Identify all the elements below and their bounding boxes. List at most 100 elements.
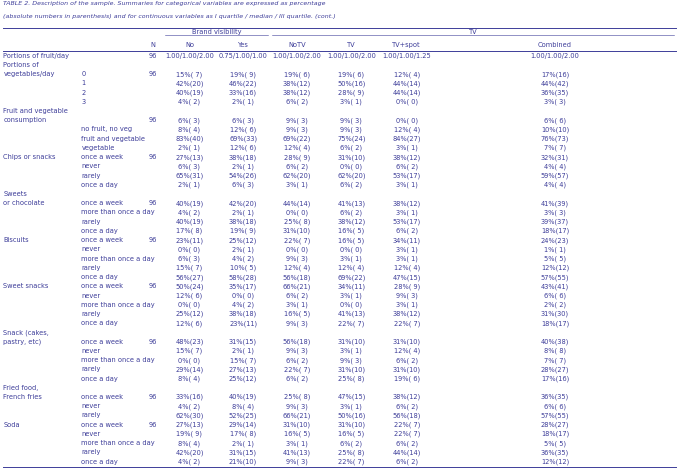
Text: 9%( 3): 9%( 3) xyxy=(286,348,308,355)
Text: 54%(26): 54%(26) xyxy=(229,173,257,179)
Text: 2%( 1): 2%( 1) xyxy=(232,163,254,170)
Text: 96: 96 xyxy=(149,200,157,206)
Text: 69%(22): 69%(22) xyxy=(337,274,365,280)
Text: (absolute numbers in parenthesis) and for continuous variables as I quartile / m: (absolute numbers in parenthesis) and fo… xyxy=(3,14,336,19)
Text: 18%(17): 18%(17) xyxy=(541,228,569,234)
Text: 75%(24): 75%(24) xyxy=(337,136,365,142)
Text: 76%(73): 76%(73) xyxy=(541,136,569,142)
Text: Sweets: Sweets xyxy=(3,191,27,197)
Text: Sweet snacks: Sweet snacks xyxy=(3,283,49,289)
Text: 8%( 8): 8%( 8) xyxy=(544,348,566,355)
Text: once a week: once a week xyxy=(81,422,124,428)
Text: 0%( 0): 0%( 0) xyxy=(340,246,363,253)
Text: 15%( 7): 15%( 7) xyxy=(177,265,202,272)
Text: 6%( 2): 6%( 2) xyxy=(286,357,308,363)
Text: 47%(15): 47%(15) xyxy=(337,394,365,401)
Text: 9%( 3): 9%( 3) xyxy=(340,357,363,363)
Text: never: never xyxy=(81,431,100,437)
Text: 8%( 4): 8%( 4) xyxy=(232,403,254,410)
Text: 34%(11): 34%(11) xyxy=(392,237,421,244)
Text: 5%( 5): 5%( 5) xyxy=(544,256,566,262)
Text: once a day: once a day xyxy=(81,228,118,234)
Text: 2%( 1): 2%( 1) xyxy=(232,348,254,355)
Text: rarely: rarely xyxy=(81,219,101,225)
Text: 12%( 4): 12%( 4) xyxy=(284,145,310,151)
Text: 6%( 3): 6%( 3) xyxy=(232,117,254,124)
Text: 25%( 8): 25%( 8) xyxy=(338,449,365,456)
Text: 16%( 5): 16%( 5) xyxy=(284,431,310,438)
Text: 44%(14): 44%(14) xyxy=(392,80,421,87)
Text: 21%(10): 21%(10) xyxy=(229,459,257,465)
Text: 38%(12): 38%(12) xyxy=(392,311,421,318)
Text: 0%( 0): 0%( 0) xyxy=(340,163,363,170)
Text: 96: 96 xyxy=(149,71,157,77)
Text: 41%(39): 41%(39) xyxy=(541,200,569,207)
Text: 28%(27): 28%(27) xyxy=(541,422,569,428)
Text: 16%( 5): 16%( 5) xyxy=(338,228,365,234)
Text: 22%( 7): 22%( 7) xyxy=(284,366,310,373)
Text: 12%( 6): 12%( 6) xyxy=(230,145,256,151)
Text: 1: 1 xyxy=(81,80,86,86)
Text: once a week: once a week xyxy=(81,200,124,206)
Text: 36%(35): 36%(35) xyxy=(541,90,569,96)
Text: N: N xyxy=(150,42,155,48)
Text: 69%(33): 69%(33) xyxy=(229,136,257,142)
Text: rarely: rarely xyxy=(81,366,101,372)
Text: 6%( 6): 6%( 6) xyxy=(544,403,566,410)
Text: 53%(17): 53%(17) xyxy=(392,219,421,225)
Text: 96: 96 xyxy=(149,339,157,345)
Text: 40%(19): 40%(19) xyxy=(175,90,204,96)
Text: 31%(15): 31%(15) xyxy=(229,449,257,456)
Text: 6%( 2): 6%( 2) xyxy=(396,228,418,234)
Text: Snack (cakes,: Snack (cakes, xyxy=(3,329,49,336)
Text: more than once a day: more than once a day xyxy=(81,302,155,308)
Text: 57%(55): 57%(55) xyxy=(541,274,569,280)
Text: 9%( 3): 9%( 3) xyxy=(286,459,308,465)
Text: 38%(12): 38%(12) xyxy=(283,90,311,96)
Text: 50%(16): 50%(16) xyxy=(337,412,365,419)
Text: once a week: once a week xyxy=(81,283,124,289)
Text: French fries: French fries xyxy=(3,394,42,400)
Text: 34%(11): 34%(11) xyxy=(337,283,365,290)
Text: fruit and vegetable: fruit and vegetable xyxy=(81,136,145,142)
Text: Soda: Soda xyxy=(3,422,20,428)
Text: 25%(12): 25%(12) xyxy=(175,311,204,318)
Text: rarely: rarely xyxy=(81,173,101,179)
Text: 25%( 8): 25%( 8) xyxy=(284,394,310,401)
Text: 66%(21): 66%(21) xyxy=(283,283,311,290)
Text: once a week: once a week xyxy=(81,237,124,243)
Text: 3%( 1): 3%( 1) xyxy=(286,302,308,308)
Text: 15%( 7): 15%( 7) xyxy=(230,357,256,363)
Text: 12%( 6): 12%( 6) xyxy=(177,293,202,299)
Text: 41%(13): 41%(13) xyxy=(337,200,365,207)
Text: 0%( 0): 0%( 0) xyxy=(179,357,200,363)
Text: Portions of fruit/day: Portions of fruit/day xyxy=(3,53,69,59)
Text: 6%( 3): 6%( 3) xyxy=(179,163,200,170)
Text: 96: 96 xyxy=(149,283,157,289)
Text: vegetables/day: vegetables/day xyxy=(3,71,55,77)
Text: 16%( 5): 16%( 5) xyxy=(338,431,365,438)
Text: 3%( 1): 3%( 1) xyxy=(396,145,418,151)
Text: 4%( 2): 4%( 2) xyxy=(179,403,200,410)
Text: 12%( 6): 12%( 6) xyxy=(230,127,256,133)
Text: 31%(15): 31%(15) xyxy=(229,339,257,345)
Text: 12%( 4): 12%( 4) xyxy=(394,71,420,78)
Text: 36%(35): 36%(35) xyxy=(541,394,569,401)
Text: 44%(14): 44%(14) xyxy=(283,200,311,207)
Text: 6%( 3): 6%( 3) xyxy=(179,117,200,124)
Text: 12%( 6): 12%( 6) xyxy=(177,320,202,327)
Text: 56%(18): 56%(18) xyxy=(283,274,311,280)
Text: 62%(30): 62%(30) xyxy=(175,412,204,419)
Text: 2%( 1): 2%( 1) xyxy=(232,210,254,216)
Text: 5%( 5): 5%( 5) xyxy=(544,440,566,446)
Text: 42%(20): 42%(20) xyxy=(229,200,257,207)
Text: 4%( 2): 4%( 2) xyxy=(179,99,200,106)
Text: 16%( 5): 16%( 5) xyxy=(338,237,365,244)
Text: more than once a day: more than once a day xyxy=(81,210,155,215)
Text: rarely: rarely xyxy=(81,449,101,455)
Text: 29%(14): 29%(14) xyxy=(175,366,204,373)
Text: 46%(22): 46%(22) xyxy=(229,80,257,87)
Text: 12%( 4): 12%( 4) xyxy=(394,265,420,272)
Text: 9%( 3): 9%( 3) xyxy=(340,127,363,133)
Text: 42%(20): 42%(20) xyxy=(175,80,204,87)
